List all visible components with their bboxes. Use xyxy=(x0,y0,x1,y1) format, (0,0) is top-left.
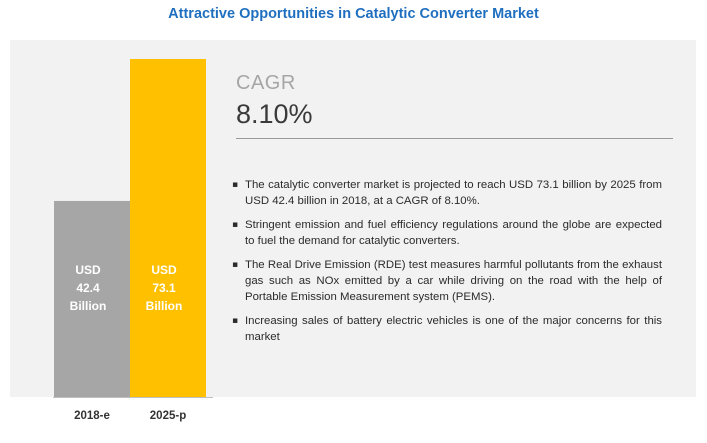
bar-data-label: USD xyxy=(151,263,177,277)
cagr-label: CAGR xyxy=(236,72,296,94)
bar-2025-p xyxy=(130,59,206,397)
category-label: 2025-p xyxy=(150,410,186,422)
bar-2018-e xyxy=(54,200,130,397)
cagr-value: 8.10% xyxy=(236,99,313,129)
category-label: 2018-e xyxy=(74,410,110,422)
highlight-item: The catalytic converter market is projec… xyxy=(232,178,662,209)
bar-data-label: 42.4 xyxy=(76,281,100,295)
bar-data-label: USD xyxy=(75,263,101,277)
chart-title: Attractive Opportunities in Catalytic Co… xyxy=(168,6,539,22)
bar-data-label: Billion xyxy=(70,299,107,313)
bar-data-label: 73.1 xyxy=(152,281,176,295)
highlight-item: The Real Drive Emission (RDE) test measu… xyxy=(232,258,662,305)
highlights-list: The catalytic converter market is projec… xyxy=(232,178,662,354)
highlight-item: Increasing sales of battery electric veh… xyxy=(232,314,662,345)
bar-data-label: Billion xyxy=(146,299,183,313)
cagr-divider xyxy=(236,138,673,139)
highlight-item: Stringent emission and fuel efficiency r… xyxy=(232,218,662,249)
axis-baseline xyxy=(53,397,213,398)
